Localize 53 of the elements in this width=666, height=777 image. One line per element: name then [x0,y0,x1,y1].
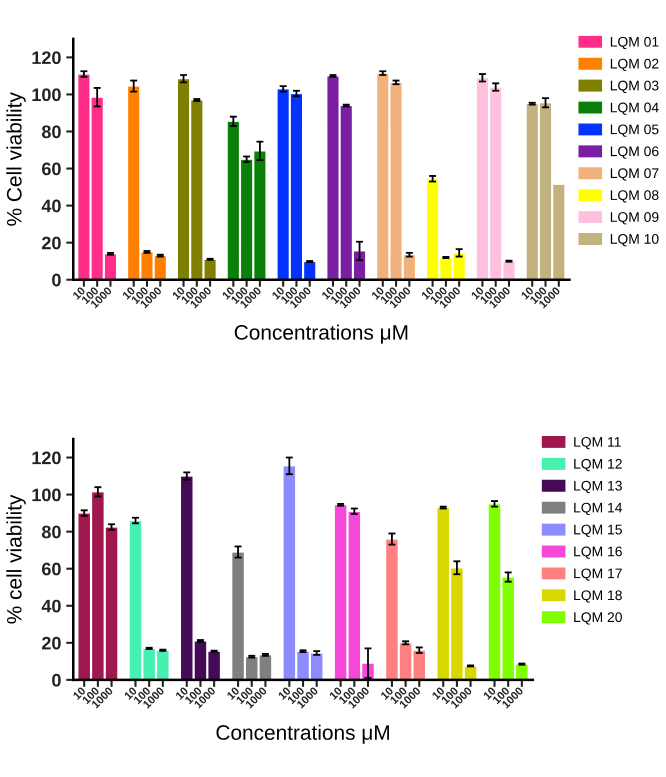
y-tick-label: 80 [42,526,61,538]
x-tick-label: 10 [278,686,292,700]
legend-label: LQM 02 [610,58,658,72]
x-tick-label: 10 [72,686,86,700]
y-tick-label: 60 [42,562,61,576]
legend-label: LQM 17 [574,568,622,581]
x-tick-label: 10 [432,686,446,700]
legend-label: LQM 15 [574,524,622,537]
x-tick-label: 10 [470,286,484,300]
x-tick-label: 10 [371,286,385,300]
legend-label: LQM 05 [610,124,659,137]
y-tick-label: 0 [52,674,61,687]
legend-label: LQM 10 [610,234,659,246]
y-tick-label: 20 [42,636,61,650]
y-tick-label: 120 [32,451,61,464]
x-tick-label: 10 [328,686,342,700]
x-tick-label: 10 [72,286,86,300]
x-tick-label: 10 [124,686,138,700]
x-axis-title: Concentrations μM [234,324,408,344]
y-tick-label: 100 [32,88,61,102]
legend-label: LQM 06 [610,146,658,159]
x-tick-label: 10 [175,686,189,700]
x-axis-title: Concentrations μM [216,724,389,744]
y-tick-label: 80 [42,125,61,138]
legend-label: LQM 07 [610,168,658,181]
y-tick-label: 0 [52,274,61,286]
y-tick-label: 100 [32,488,61,502]
legend-label: LQM 18 [574,590,622,603]
legend-label: LQM 04 [610,102,659,115]
legend-label: LQM 20 [574,612,622,625]
legend-label: LQM 01 [610,36,658,50]
legend-label: LQM 03 [610,80,658,93]
x-tick-label: 10 [122,286,136,300]
y-tick-label: 120 [32,51,61,64]
y-tick-label: 60 [42,162,61,176]
y-axis-title: % cell viability [6,494,26,624]
x-tick-label: 10 [321,286,335,300]
legend-label: LQM 12 [574,458,622,472]
y-tick-label: 40 [42,200,61,212]
legend-label: LQM 13 [574,480,622,494]
y-tick-label: 20 [42,236,61,250]
y-axis-title: % Cell viability [6,92,26,226]
x-tick-label: 10 [226,686,240,700]
legend-label: LQM 14 [574,502,622,516]
legend-label: LQM 09 [610,212,658,224]
x-tick-label: 10 [222,286,236,300]
legend-label: LQM 08 [610,190,659,203]
y-tick-label: 40 [42,600,61,612]
x-tick-label: 10 [380,686,394,700]
x-tick-label: 10 [271,286,285,300]
legend-label: LQM 16 [574,546,622,559]
legend-label: LQM 11 [574,436,621,450]
x-tick-label: 10 [482,686,496,700]
